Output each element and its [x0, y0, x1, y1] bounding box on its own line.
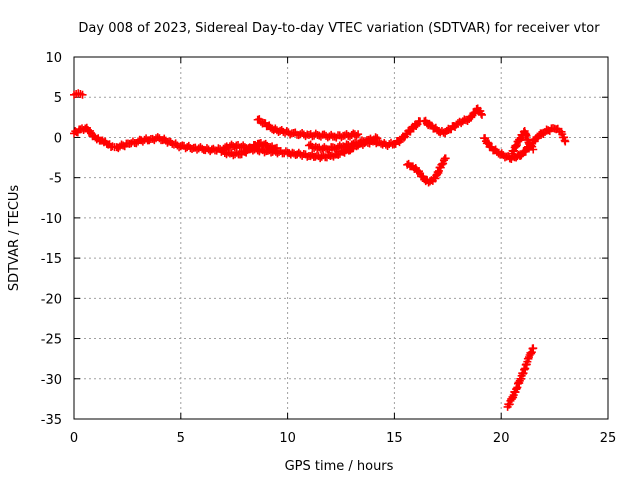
data-point: [437, 160, 446, 169]
data-point: [441, 154, 450, 163]
series-seg-c: [217, 139, 281, 160]
data-point: [561, 137, 570, 146]
data-point: [272, 143, 281, 152]
axes-frame: [73, 56, 609, 420]
y-tick-label: -5: [49, 172, 62, 187]
data-point: [354, 130, 363, 139]
y-tick-label: 10: [45, 51, 62, 66]
x-tick-label: 25: [600, 431, 617, 446]
data-layer: [70, 89, 570, 411]
y-tick-label: -15: [41, 252, 62, 267]
y-tick-label: -20: [41, 292, 62, 307]
series-seg-d: [253, 115, 363, 142]
data-point: [483, 138, 492, 147]
x-tick-label: 0: [70, 431, 78, 446]
y-tick-label: 0: [54, 131, 62, 146]
y-tick-label: -30: [41, 373, 62, 388]
data-point: [529, 344, 538, 353]
y-tick-label: -25: [41, 333, 62, 348]
data-point: [529, 145, 538, 154]
data-point: [497, 149, 506, 158]
x-axis-title: GPS time / hours: [285, 459, 394, 474]
series-seg-f: [403, 154, 450, 187]
data-point: [439, 156, 448, 165]
x-tick-label: 5: [177, 431, 185, 446]
series-seg-g: [420, 104, 486, 138]
y-axis-title: SDTVAR / TECUs: [7, 185, 22, 292]
y-tick-label: -35: [41, 413, 62, 428]
tick-layer: 0 5 10 15 20 25 10 5 0 -5 -10 -15 -20 -25 -30 -35: [41, 51, 617, 446]
data-point: [371, 133, 380, 142]
plot-border: [73, 56, 609, 420]
data-point: [78, 90, 87, 99]
series-seg-j: [503, 344, 538, 411]
series-seg-i: [507, 127, 538, 158]
data-point: [400, 133, 409, 142]
y-tick-label: 5: [54, 91, 62, 106]
x-tick-label: 15: [386, 431, 403, 446]
data-point: [477, 109, 486, 118]
data-point: [412, 121, 421, 130]
data-point: [373, 134, 382, 143]
chart-title: Day 008 of 2023, Sidereal Day-to-day VTE…: [78, 21, 600, 36]
x-tick-label: 20: [493, 431, 510, 446]
x-tick-label: 10: [279, 431, 296, 446]
series-seg-e: [304, 133, 382, 154]
data-point: [352, 131, 361, 140]
series-seg-a: [70, 89, 87, 99]
y-tick-label: -10: [41, 212, 62, 227]
data-point: [477, 110, 486, 119]
